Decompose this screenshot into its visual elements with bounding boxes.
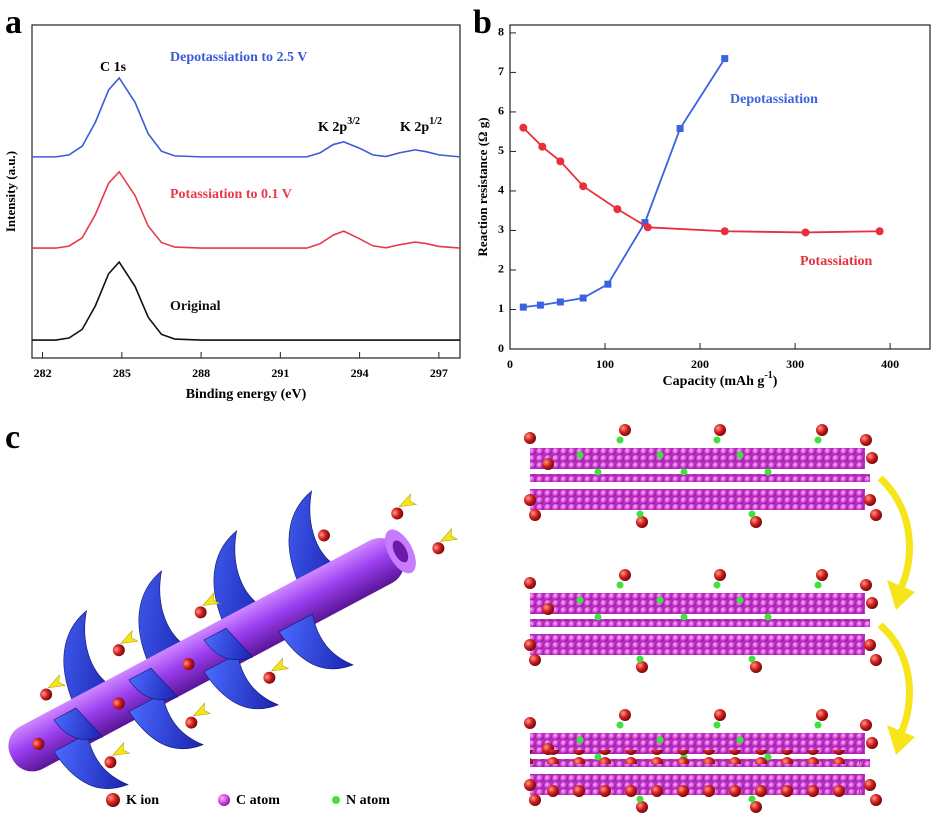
y-tick-label: 3	[498, 222, 504, 236]
k-ion-row	[540, 785, 860, 799]
marker	[556, 298, 564, 306]
y-tick-label: 2	[498, 262, 504, 276]
marker	[676, 125, 684, 133]
marker	[720, 227, 729, 236]
x-tick-label: 285	[113, 366, 131, 380]
x-tick-label: 282	[34, 366, 52, 380]
peak-annotation-part: 1/2	[429, 116, 442, 127]
marker	[579, 182, 588, 191]
series-line	[32, 260, 460, 341]
marker	[519, 123, 528, 132]
panel-label: a	[5, 4, 22, 41]
x-tick-label: 100	[596, 357, 614, 371]
peak-annotation-part: K 2p	[318, 120, 347, 135]
x-tick-label: 400	[881, 357, 899, 371]
marker	[721, 55, 729, 63]
legend-label: C atom	[236, 793, 280, 808]
marker	[604, 280, 612, 288]
marker	[801, 228, 810, 237]
y-tick-label: 5	[498, 143, 504, 157]
series-line	[523, 58, 726, 309]
y-axis-label: Reaction resistance (Ω g)	[475, 117, 490, 256]
marker	[613, 205, 622, 214]
x-tick-label: 0	[507, 357, 513, 371]
marker	[875, 227, 884, 236]
peak-annotation: K 2p3/2	[318, 116, 360, 135]
peak-annotation: K 2p1/2	[400, 116, 442, 135]
marker	[538, 142, 547, 151]
marker	[519, 303, 527, 311]
marker	[641, 219, 649, 227]
marker	[579, 294, 587, 302]
legend-label: K ion	[126, 793, 159, 808]
x-tick-label: 200	[691, 357, 709, 371]
series-line	[32, 170, 461, 249]
series-line	[522, 127, 880, 234]
y-tick-label: 7	[498, 64, 504, 78]
series-label: Depotassiation to 2.5 V	[170, 50, 307, 65]
y-tick-label: 1	[498, 301, 504, 315]
marker	[556, 157, 565, 166]
illustration-legend: K ion C atom N atom	[106, 793, 390, 808]
process-arrows	[877, 475, 913, 737]
x-tick-label: 297	[430, 366, 448, 380]
y-tick-label: 6	[498, 104, 504, 118]
peak-annotation: C 1s	[100, 60, 127, 75]
series-label: Depotassiation	[730, 92, 818, 107]
panel-label: b	[473, 4, 492, 41]
x-axis-label-part: )	[773, 374, 778, 389]
x-tick-label: 288	[192, 366, 210, 380]
series-label: Original	[170, 299, 221, 314]
y-tick-label: 4	[498, 183, 504, 197]
peak-annotation-part: K 2p	[400, 120, 429, 135]
x-axis-label: Capacity (mAh g-1)	[663, 370, 778, 389]
series-label: Potassiation	[800, 254, 873, 269]
marker	[643, 223, 652, 232]
panel-label: c	[5, 419, 20, 456]
peak-annotation-part: C 1s	[100, 60, 127, 75]
series-label: Potassiation to 0.1 V	[170, 187, 292, 202]
legend-label: N atom	[346, 793, 390, 808]
k-ion-row	[530, 750, 860, 764]
fiber-illustration	[8, 490, 459, 790]
plot-frame	[31, 24, 461, 359]
y-tick-label: 0	[498, 341, 504, 355]
x-axis-label: Binding energy (eV)	[186, 387, 307, 402]
x-axis-label-part: Capacity (mAh g	[663, 374, 765, 389]
x-tick-label: 291	[271, 366, 289, 380]
peak-annotation-part: 3/2	[347, 116, 360, 127]
y-axis-label: Intensity (a.u.)	[3, 151, 18, 232]
x-tick-label: 300	[786, 357, 804, 371]
x-tick-label: 294	[351, 366, 369, 380]
series-line	[32, 76, 461, 158]
plot-frame	[509, 24, 931, 350]
y-tick-label: 8	[498, 25, 504, 39]
layer-stack	[524, 424, 882, 528]
marker	[536, 301, 544, 309]
x-axis-label-part: -1	[764, 370, 772, 381]
layer-stack	[524, 569, 882, 673]
arrow-heads	[887, 580, 915, 755]
